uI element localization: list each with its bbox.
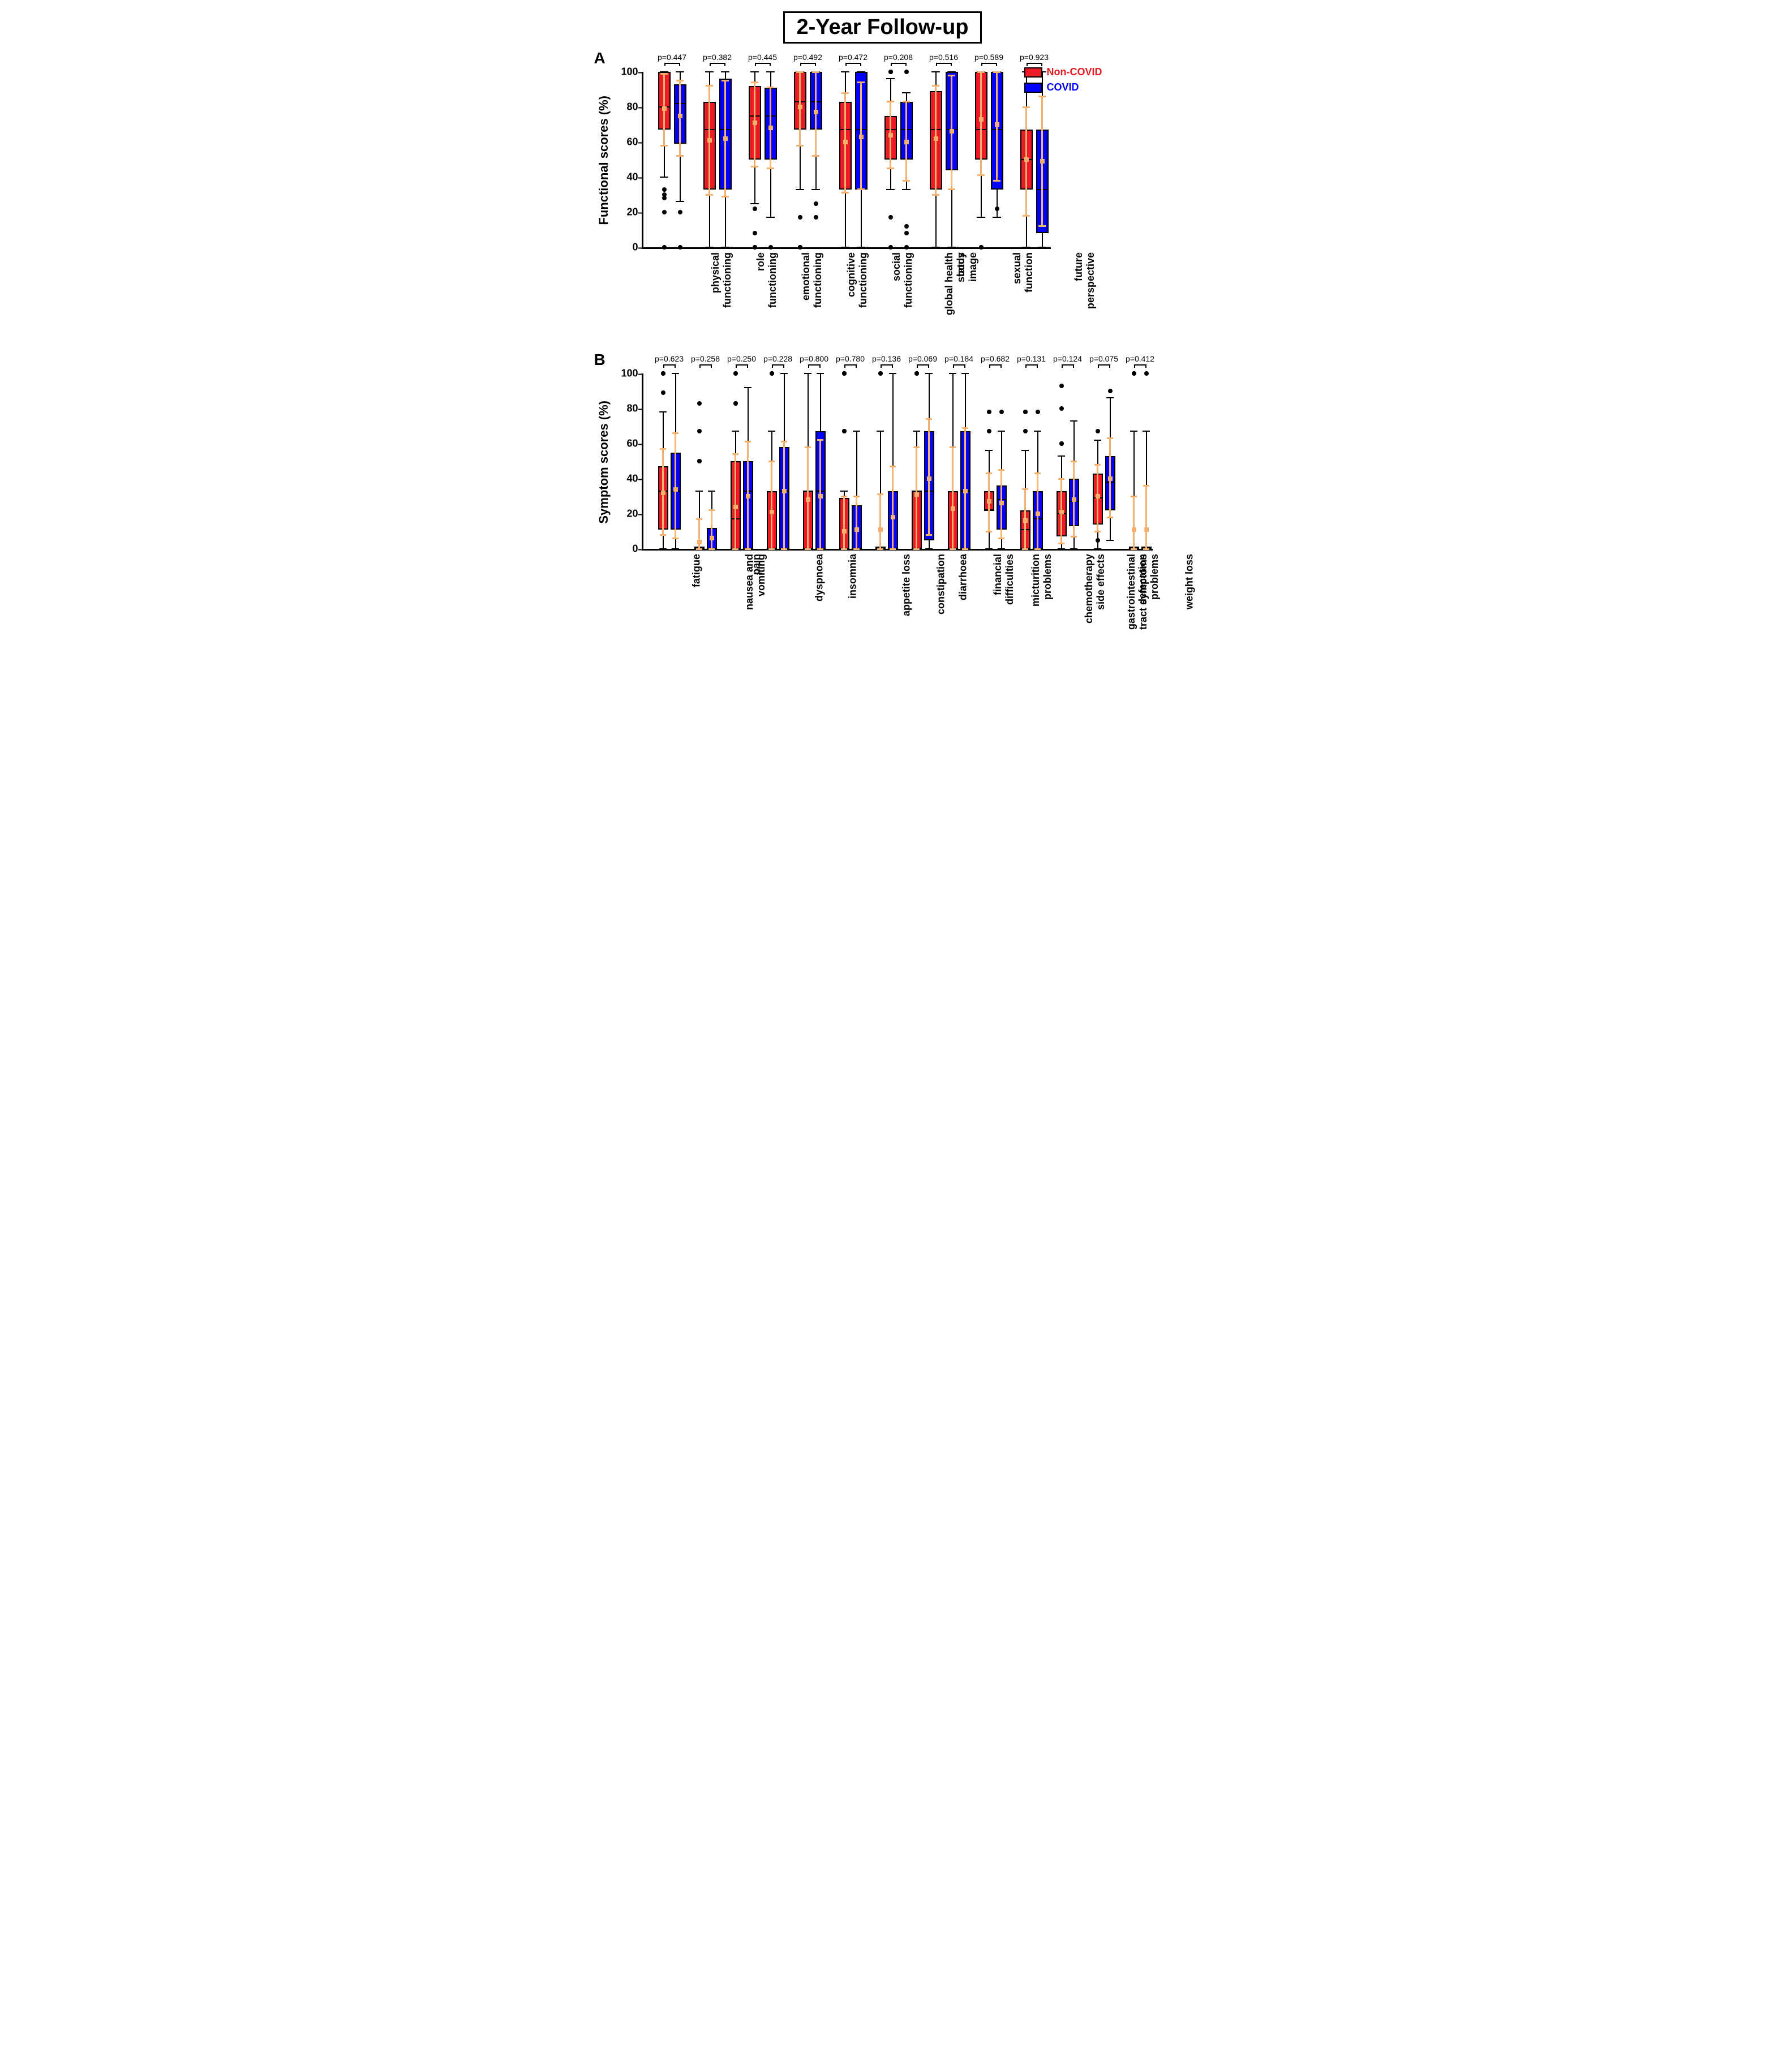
x-tick-label: weight loss <box>1183 554 1195 609</box>
legend-swatch <box>1024 67 1042 78</box>
panel-A: AFunctional scores (%)020406080100p=0.44… <box>594 49 1171 345</box>
comparison-bracket <box>981 63 997 66</box>
x-tick-label: appetite loss <box>900 554 912 616</box>
x-tick-label: bodyimage <box>955 252 979 282</box>
p-value: p=0.682 <box>981 354 1010 363</box>
main-title-wrap: 2-Year Follow-up <box>594 11 1171 44</box>
panel-B: BSymptom scores (%)020406080100p=0.623p=… <box>594 351 1171 658</box>
comparison-bracket <box>699 364 712 368</box>
comparison-bracket <box>1062 364 1074 368</box>
comparison-bracket <box>800 63 816 66</box>
comparison-bracket <box>845 63 861 66</box>
p-value: p=0.136 <box>872 354 901 363</box>
comparison-bracket <box>844 364 857 368</box>
y-axis-label: Symptom scores (%) <box>594 401 615 524</box>
x-tick-label: dyspnoea <box>813 554 825 601</box>
plot-area: p=0.623p=0.258p=0.250p=0.228p=0.800p=0.7… <box>642 373 1153 551</box>
comparison-bracket <box>710 63 725 66</box>
comparison-bracket <box>891 63 907 66</box>
legend-label: Non-COVID <box>1047 66 1102 78</box>
p-value: p=0.124 <box>1053 354 1082 363</box>
y-tick: 20 <box>626 207 638 218</box>
panel-letter: A <box>594 49 605 67</box>
plot-area: p=0.447p=0.382p=0.445p=0.492p=0.472p=0.2… <box>642 72 1051 249</box>
x-tick-label: defecationproblems <box>1137 554 1161 605</box>
legend: Non-COVID COVID <box>1024 66 1102 97</box>
legend-item: COVID <box>1024 81 1102 93</box>
comparison-bracket <box>936 63 952 66</box>
p-value: p=0.131 <box>1017 354 1046 363</box>
p-value: p=0.250 <box>727 354 756 363</box>
comparison-bracket <box>808 364 821 368</box>
comparison-bracket <box>1134 364 1146 368</box>
x-tick-label: constipation <box>935 554 947 614</box>
category-group <box>643 72 1051 247</box>
main-title: 2-Year Follow-up <box>783 11 981 44</box>
p-value: p=0.923 <box>1020 53 1049 62</box>
x-tick-label: fatigue <box>690 554 702 587</box>
figure: 2-Year Follow-up AFunctional scores (%)0… <box>594 11 1171 658</box>
p-value: p=0.184 <box>944 354 973 363</box>
x-axis-labels: fatiguenausea andvomitingpaindyspnoeains… <box>637 551 1171 658</box>
p-value: p=0.208 <box>884 53 913 62</box>
p-value: p=0.382 <box>703 53 732 62</box>
legend-item: Non-COVID <box>1024 66 1102 78</box>
p-value: p=0.228 <box>763 354 792 363</box>
p-value: p=0.069 <box>908 354 937 363</box>
y-tick: 100 <box>621 368 638 380</box>
x-tick-label: socialfunctioning <box>890 252 914 308</box>
y-tick: 60 <box>626 136 638 148</box>
comparison-bracket <box>881 364 893 368</box>
p-value: p=0.412 <box>1126 354 1154 363</box>
y-tick: 80 <box>626 403 638 415</box>
y-tick: 80 <box>626 101 638 113</box>
x-tick-label: financialdifficulties <box>992 554 1016 605</box>
p-value: p=0.800 <box>800 354 828 363</box>
legend-swatch <box>1024 83 1042 93</box>
comparison-bracket <box>736 364 748 368</box>
x-tick-label: micturitionproblems <box>1030 554 1054 607</box>
category-group <box>643 373 1153 549</box>
y-tick: 60 <box>626 438 638 450</box>
p-value: p=0.492 <box>793 53 822 62</box>
y-axis-label: Functional scores (%) <box>594 96 615 225</box>
y-tick: 40 <box>626 171 638 183</box>
p-value: p=0.075 <box>1089 354 1118 363</box>
comparison-bracket <box>664 63 680 66</box>
x-tick-label: physicalfunctioning <box>709 252 733 308</box>
p-value: p=0.780 <box>836 354 865 363</box>
x-tick-label: emotionalfunctioning <box>800 252 823 308</box>
x-tick-label: pain <box>750 554 762 575</box>
comparison-bracket <box>755 63 771 66</box>
x-tick-label: sexualfunction <box>1011 252 1034 293</box>
comparison-bracket <box>953 364 965 368</box>
comparison-bracket <box>989 364 1002 368</box>
x-tick-label: cognitivefunctioning <box>845 252 869 308</box>
y-tick: 100 <box>621 66 638 78</box>
p-value: p=0.258 <box>691 354 720 363</box>
comparison-bracket <box>772 364 784 368</box>
p-value: p=0.447 <box>658 53 686 62</box>
p-value: p=0.445 <box>748 53 777 62</box>
p-value: p=0.623 <box>655 354 684 363</box>
legend-label: COVID <box>1047 81 1079 93</box>
x-tick-label: chemotherapyside effects <box>1083 554 1107 624</box>
p-value: p=0.472 <box>839 53 868 62</box>
y-tick: 40 <box>626 473 638 485</box>
comparison-bracket <box>917 364 929 368</box>
y-tick: 20 <box>626 508 638 520</box>
p-value: p=0.589 <box>974 53 1003 62</box>
comparison-bracket <box>1025 364 1038 368</box>
x-tick-label: insomnia <box>847 554 858 599</box>
x-tick-label: diarrhoea <box>957 554 969 600</box>
panel-letter: B <box>594 351 605 369</box>
x-tick-label: rolefunctioning <box>754 252 778 308</box>
comparison-bracket <box>1098 364 1110 368</box>
p-value: p=0.516 <box>929 53 958 62</box>
comparison-bracket <box>663 364 676 368</box>
x-axis-labels: physicalfunctioning rolefunctioning emotio… <box>637 249 1171 345</box>
x-tick-label: futureperspective <box>1073 252 1097 309</box>
